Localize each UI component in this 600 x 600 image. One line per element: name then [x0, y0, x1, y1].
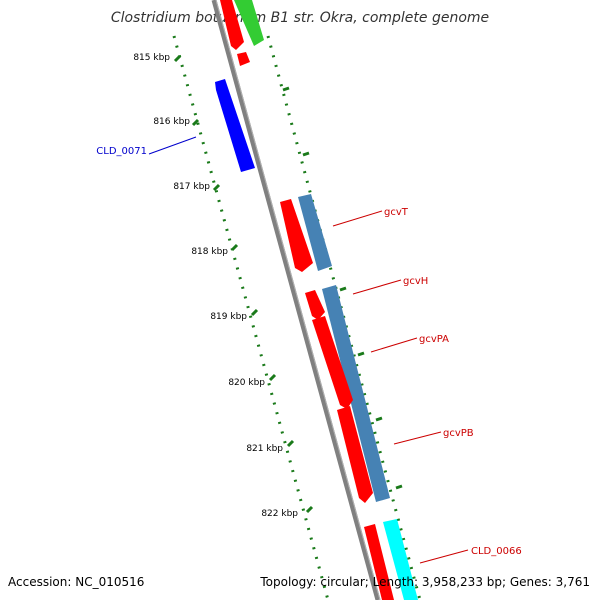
label-gcvt: gcvT [384, 207, 409, 218]
map-title: Clostridium botulinum B1 str. Okra, comp… [111, 10, 489, 26]
tick-mark [286, 439, 295, 448]
tick-mark [212, 183, 221, 192]
tick-mark [230, 243, 239, 252]
label-line-cld-0071 [148, 136, 197, 155]
gene-feature-gcvpa-red [312, 316, 353, 409]
label-line-gcvh [352, 279, 402, 295]
gene-feature-gcvt-red [280, 199, 313, 272]
tick-mark [173, 54, 182, 63]
gene-feature-cld-0071 [215, 79, 255, 172]
accession-text: Accession: NC_010516 [8, 575, 144, 589]
gene-feature-top-red [220, 0, 244, 50]
tick-label-822: 822 kbp [261, 509, 298, 519]
label-line-gcvt [332, 210, 383, 227]
tick-label-821: 821 kbp [246, 444, 283, 454]
tick-label-819: 819 kbp [210, 312, 247, 322]
gene-feature-gcvpb-red [337, 406, 373, 503]
gene-feature-top-green [234, 0, 264, 46]
outer-ruler-ticks [173, 54, 314, 514]
label-gcvh: gcvH [403, 276, 428, 287]
label-line-gcvpb [393, 431, 442, 445]
tick-mark [395, 484, 403, 490]
gene-feature-small-red [237, 52, 250, 66]
gene-feature-gcvt-blue [298, 194, 332, 271]
gene-feature-cld-0066-red [364, 524, 394, 600]
genome-backbone [211, 0, 381, 600]
label-line-gcvpa [370, 337, 418, 353]
label-cld-0066: CLD_0066 [471, 546, 522, 557]
tick-label-816: 816 kbp [153, 117, 190, 127]
tick-mark [250, 308, 259, 317]
label-gcvpa: gcvPA [419, 334, 449, 345]
tick-label-817: 817 kbp [173, 182, 210, 192]
tick-label-820: 820 kbp [228, 378, 265, 388]
gene-feature-gcvp-blue [322, 285, 390, 502]
tick-mark [357, 351, 365, 357]
tick-mark [191, 118, 200, 127]
label-cld-0071: CLD_0071 [96, 146, 147, 157]
tick-label-815: 815 kbp [133, 53, 170, 63]
tick-label-818: 818 kbp [191, 247, 228, 257]
genome-backbone-highlight [215, 0, 381, 600]
label-line-cld-0066 [419, 549, 469, 564]
tick-mark [268, 373, 277, 382]
gene-feature-gcvh-red [305, 290, 325, 320]
inner-ruler-ticks [282, 86, 403, 490]
summary-text: Topology: circular; Length: 3,958,233 bp… [259, 575, 590, 589]
tick-mark [375, 416, 383, 422]
tick-mark [305, 505, 314, 514]
label-gcvpb: gcvPB [443, 428, 474, 439]
gene-feature-cld-0066-cyan [383, 519, 418, 600]
tick-mark [339, 286, 347, 292]
tick-mark [302, 151, 310, 157]
tick-mark [282, 86, 290, 92]
